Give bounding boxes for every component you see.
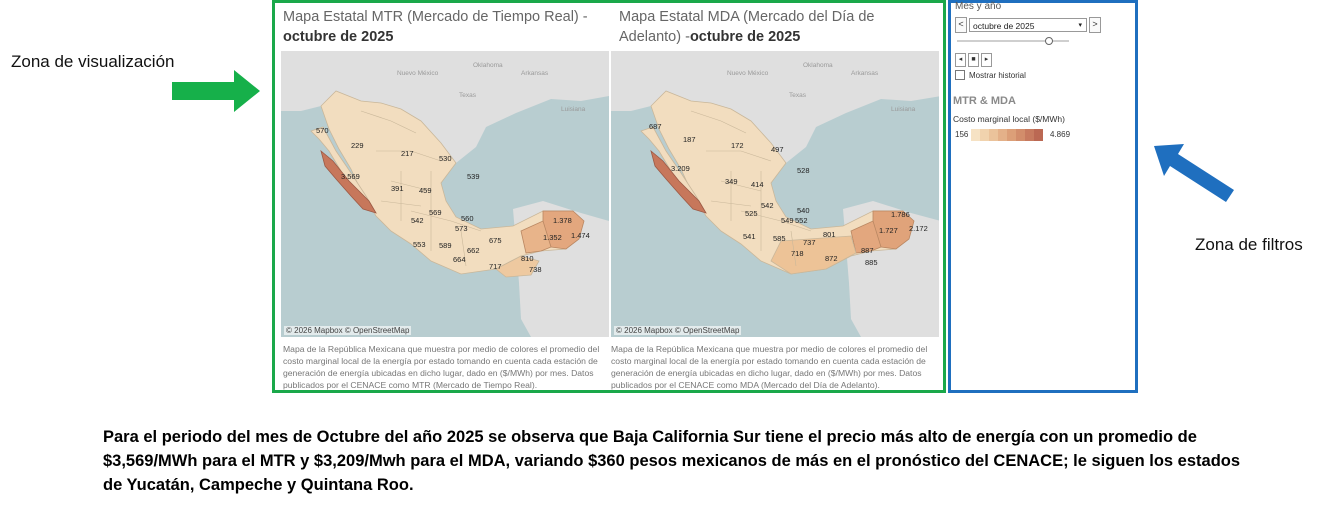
mtr-label-slp: 560 xyxy=(461,214,474,223)
mda-label-son: 187 xyxy=(683,135,696,144)
svg-text:Nuevo México: Nuevo México xyxy=(727,70,769,77)
mtr-label-coah: 530 xyxy=(439,154,452,163)
stop-button[interactable]: ■ xyxy=(968,53,979,67)
mda-label-coah: 497 xyxy=(771,145,784,154)
mda-label-pue: 737 xyxy=(803,238,816,247)
mda-label-oax: 872 xyxy=(825,254,838,263)
legend-max: 4.869 xyxy=(1050,130,1071,139)
mda-label-nay: 525 xyxy=(745,209,758,218)
mtr-label-qro: 573 xyxy=(455,224,468,233)
mda-label-chis: 885 xyxy=(865,258,878,267)
period-next-button[interactable]: > xyxy=(1089,17,1101,33)
mtr-label-bcs: 3.569 xyxy=(341,172,360,181)
legend-subtitle: Costo marginal local ($/MWh) xyxy=(953,114,1065,124)
green-arrow-icon xyxy=(172,70,260,117)
svg-text:Luisiana: Luisiana xyxy=(891,106,916,113)
svg-text:Oklahoma: Oklahoma xyxy=(473,62,503,69)
mtr-description: Mapa de la República Mexicana que muestr… xyxy=(283,344,600,390)
chevron-down-icon: ▾ xyxy=(1078,22,1082,29)
mda-label-yuc: 1.786 xyxy=(891,210,910,219)
mda-label-gro: 718 xyxy=(791,249,804,258)
svg-text:Texas: Texas xyxy=(789,92,807,99)
mda-label-bc: 687 xyxy=(649,122,662,131)
mda-label-jal: 541 xyxy=(743,232,756,241)
history-checkbox[interactable] xyxy=(955,70,965,80)
svg-text:Arkansas: Arkansas xyxy=(521,70,549,77)
visualization-zone: Mapa Estatal MTR (Mercado de Tiempo Real… xyxy=(272,0,946,393)
mda-title: Mapa Estatal MDA (Mercado del Día de Ade… xyxy=(619,9,875,45)
filters-zone-label: Zona de filtros xyxy=(1195,235,1303,254)
play-forward-button[interactable]: ▸ xyxy=(981,53,992,67)
mtr-label-tab: 810 xyxy=(521,254,534,263)
mtr-label-oax: 717 xyxy=(489,262,502,271)
mda-label-ver: 801 xyxy=(823,230,836,239)
legend-min: 156 xyxy=(955,130,969,139)
playback-controls: ◂ ■ ▸ xyxy=(955,53,992,67)
mtr-label-nl: 539 xyxy=(467,172,480,181)
period-filter-label: Mes y año xyxy=(955,1,1002,12)
mda-label-sin: 349 xyxy=(725,177,738,186)
mda-label-tab: 887 xyxy=(861,246,874,255)
mtr-label-jal: 553 xyxy=(413,240,426,249)
mtr-label-nay: 542 xyxy=(411,216,424,225)
mda-label-slp: 540 xyxy=(797,206,810,215)
period-slider-handle[interactable] xyxy=(1045,37,1053,45)
period-select-value: octubre de 2025 xyxy=(973,21,1035,31)
mtr-map[interactable]: Nuevo México Oklahoma Arkansas Texas Lui… xyxy=(281,51,609,337)
visualization-zone-label: Zona de visualización xyxy=(11,52,175,71)
summary-paragraph: Para el periodo del mes de Octubre del a… xyxy=(103,428,1241,494)
mtr-label-ver: 675 xyxy=(489,236,502,245)
mtr-label-yuc: 1.378 xyxy=(553,216,572,225)
mtr-label-bc: 570 xyxy=(316,126,329,135)
mda-label-camp: 1.727 xyxy=(879,226,898,235)
filters-zone xyxy=(948,0,1138,393)
period-select[interactable]: octubre de 2025 ▾ xyxy=(969,18,1087,32)
mtr-title: Mapa Estatal MTR (Mercado de Tiempo Real… xyxy=(283,9,588,45)
period-filter-row: < octubre de 2025 ▾ > xyxy=(955,17,1101,33)
mtr-label-qroo: 1.474 xyxy=(571,231,590,240)
mtr-label-chis: 738 xyxy=(529,265,542,274)
mtr-label-pue: 662 xyxy=(467,246,480,255)
svg-text:Luisiana: Luisiana xyxy=(561,106,586,113)
mda-label-mich: 585 xyxy=(773,234,786,243)
history-label: Mostrar historial xyxy=(969,70,1026,80)
mtr-label-sin: 391 xyxy=(391,184,404,193)
mda-map-attribution[interactable]: © 2026 Mapbox © OpenStreetMap xyxy=(614,326,742,335)
mtr-label-camp: 1.352 xyxy=(543,233,562,242)
mda-label-zac: 542 xyxy=(761,201,774,210)
svg-text:Oklahoma: Oklahoma xyxy=(803,62,833,69)
mda-label-qroo: 2.172 xyxy=(909,224,928,233)
svg-text:Arkansas: Arkansas xyxy=(851,70,879,77)
mda-description: Mapa de la República Mexicana que muestr… xyxy=(611,344,928,390)
mtr-map-attribution[interactable]: © 2026 Mapbox © OpenStreetMap xyxy=(284,326,412,335)
mda-panel: Mapa Estatal MDA (Mercado del Día de Ade… xyxy=(611,3,939,393)
mda-label-ags: 549 xyxy=(781,216,794,225)
mda-map[interactable]: Nuevo México Oklahoma Arkansas Texas Lui… xyxy=(611,51,939,337)
mda-label-dgo: 414 xyxy=(751,180,764,189)
mtr-label-dgo: 459 xyxy=(419,186,432,195)
mtr-label-chih: 217 xyxy=(401,149,414,158)
period-slider-track[interactable] xyxy=(957,40,1069,42)
legend-title: MTR & MDA xyxy=(953,95,1016,107)
color-scale-ramp xyxy=(971,129,1043,141)
mda-label-chih: 172 xyxy=(731,141,744,150)
svg-text:Texas: Texas xyxy=(459,92,477,99)
mda-label-nl: 528 xyxy=(797,166,810,175)
svg-text:Nuevo México: Nuevo México xyxy=(397,70,439,77)
mtr-label-zac: 569 xyxy=(429,208,442,217)
history-toggle[interactable]: Mostrar historial xyxy=(955,70,1026,80)
blue-arrow-icon xyxy=(1150,140,1236,209)
mtr-label-son: 229 xyxy=(351,141,364,150)
period-prev-button[interactable]: < xyxy=(955,17,967,33)
mtr-label-mich: 589 xyxy=(439,241,452,250)
mtr-panel: Mapa Estatal MTR (Mercado de Tiempo Real… xyxy=(275,3,609,393)
mda-label-bcs: 3.209 xyxy=(671,164,690,173)
mtr-label-gro: 664 xyxy=(453,255,466,264)
play-back-button[interactable]: ◂ xyxy=(955,53,966,67)
mda-label-gto: 552 xyxy=(795,216,808,225)
